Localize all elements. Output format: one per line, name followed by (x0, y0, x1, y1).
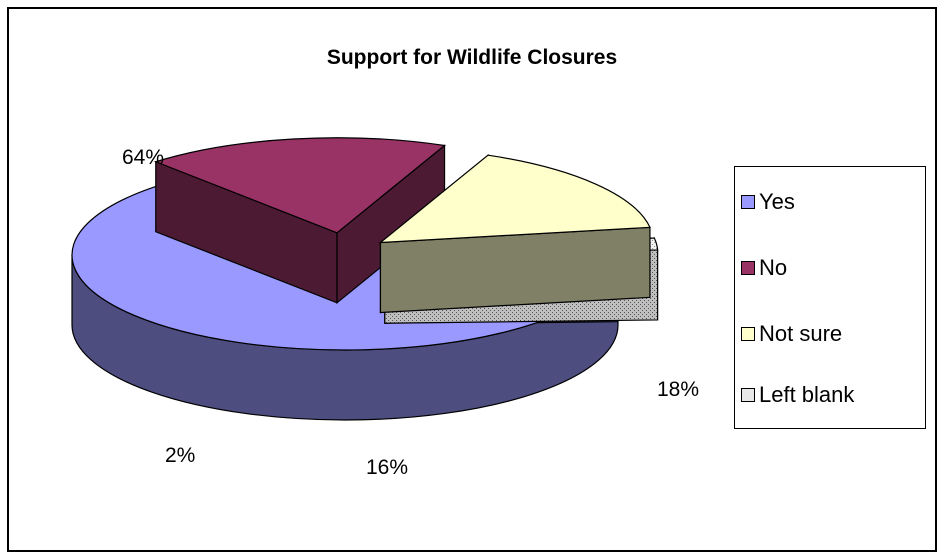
legend-label-yes: Yes (759, 189, 795, 214)
legend-swatch-left-blank (741, 388, 755, 402)
legend-swatch-not-sure (741, 327, 755, 341)
legend-swatch-no (741, 261, 755, 275)
legend-item-yes: Yes (741, 188, 795, 216)
legend-item-no: No (741, 254, 787, 282)
legend-label-left-blank: Left blank (759, 382, 855, 407)
legend-item-not-sure: Not sure (741, 320, 842, 348)
data-label-yes: 64% (122, 146, 165, 169)
legend: Yes No Not sure Left blank (734, 166, 926, 429)
legend-label-no: No (759, 255, 788, 280)
pie-slice-not-sure (378, 154, 651, 244)
legend-label-not-sure: Not sure (759, 321, 843, 346)
pie-slice-no (153, 137, 446, 234)
data-label-no: 18% (657, 378, 700, 401)
chart-title: Support for Wildlife Closures (326, 46, 618, 69)
data-label-left-blank: 2% (165, 444, 196, 467)
legend-swatch-yes (741, 195, 755, 209)
data-label-not-sure: 16% (366, 456, 409, 479)
legend-item-left-blank: Left blank (741, 381, 854, 409)
